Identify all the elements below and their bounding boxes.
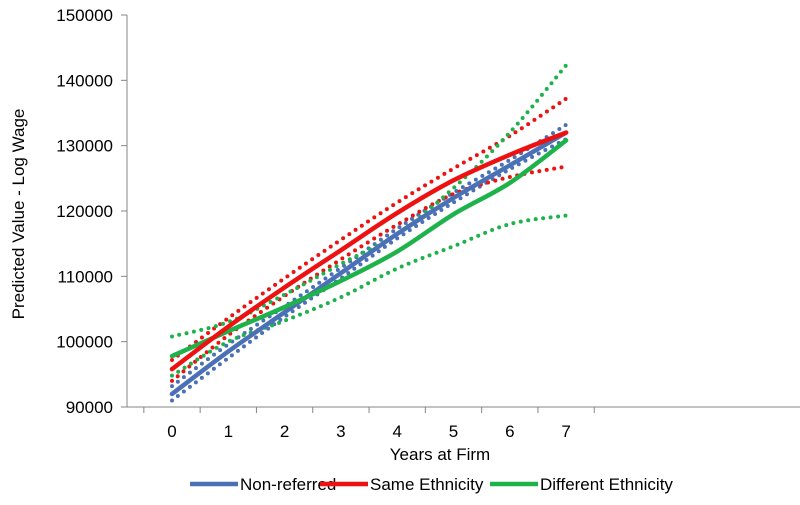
series-2-upper-bound-line — [170, 63, 569, 339]
x-tick-label: 3 — [336, 422, 345, 441]
series-0-lower-bound-line — [170, 137, 569, 403]
series-1-line — [169, 130, 569, 372]
series-lines — [169, 63, 569, 403]
y-tick-label: 150000 — [56, 6, 113, 25]
series-1-lower-bound-line — [170, 164, 569, 383]
y-tick-label: 140000 — [56, 71, 113, 90]
x-tick-label: 5 — [449, 422, 458, 441]
axis-ticks: 90000 100000 110000 120000 130000 140000 15000… — [56, 6, 595, 441]
y-tick-label: 110000 — [58, 267, 113, 286]
y-axis-label: Predicted Value - Log Wage — [9, 109, 28, 320]
x-tick-label: 1 — [224, 422, 233, 441]
series-1-upper-bound-line — [170, 96, 569, 362]
y-tick-label: 130000 — [56, 137, 113, 156]
y-tick-label: 120000 — [56, 202, 113, 221]
series-2-line — [169, 138, 569, 359]
legend-label: Different Ethnicity — [540, 475, 673, 494]
x-tick-label: 4 — [392, 422, 401, 441]
series-0-line — [169, 130, 569, 397]
legend-label: Non-referred — [240, 475, 336, 494]
y-tick-label: 90000 — [66, 398, 113, 417]
x-tick-label: 7 — [561, 422, 570, 441]
x-tick-label: 0 — [167, 422, 176, 441]
series-2-lower-bound-line — [170, 213, 569, 378]
legend: Non-referred Same Ethnicity Different Ethn… — [190, 475, 673, 494]
x-axis-label: Years at Firm — [390, 445, 490, 464]
legend-label: Same Ethnicity — [370, 475, 484, 494]
x-tick-label: 6 — [505, 422, 514, 441]
y-tick-label: 100000 — [56, 333, 113, 352]
x-tick-label: 2 — [280, 422, 289, 441]
